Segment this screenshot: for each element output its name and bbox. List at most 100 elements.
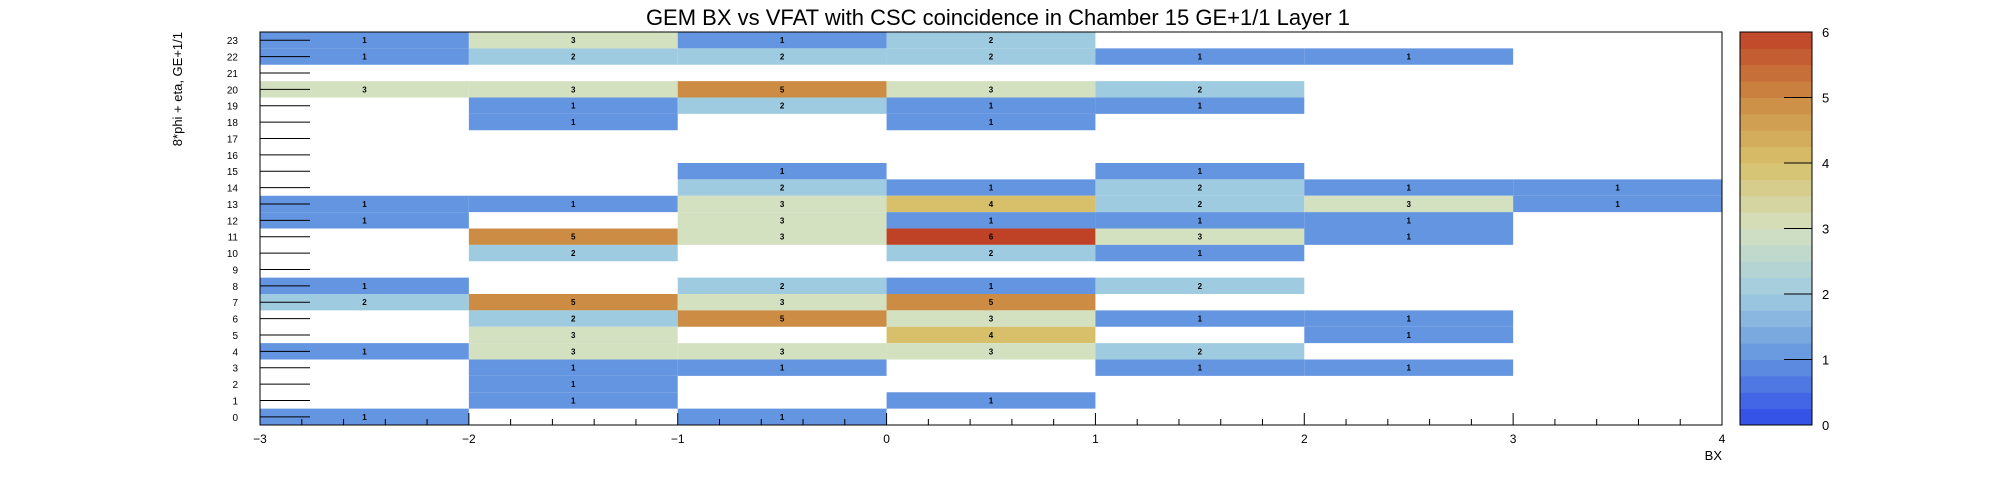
cell-value-label: 1 xyxy=(1198,315,1203,324)
colorbar-band xyxy=(1740,277,1812,295)
heatmap-cell xyxy=(260,81,469,98)
heatmap-cell xyxy=(886,48,1096,65)
cell-value-label: 3 xyxy=(989,347,994,356)
heatmap-cell xyxy=(886,113,1096,131)
plot-frame xyxy=(259,31,1723,426)
heatmap-cell xyxy=(1095,48,1305,65)
heatmap-cell xyxy=(886,244,1096,262)
cell-value-label: 1 xyxy=(1615,184,1620,193)
colorbar-band xyxy=(1740,408,1812,426)
heatmap-cell xyxy=(886,212,1096,229)
heatmap-cell xyxy=(677,277,887,294)
cell-value-label: 1 xyxy=(1406,331,1411,340)
cell-value-label: 1 xyxy=(571,364,576,373)
heatmap-cell xyxy=(677,408,887,425)
y-tick-label: 9 xyxy=(232,265,238,276)
colorbar-band xyxy=(1740,326,1812,344)
colorbar-band xyxy=(1740,359,1812,377)
cell-value-label: 2 xyxy=(989,36,994,45)
heatmap-cell xyxy=(1095,212,1305,229)
cell-value-label: 1 xyxy=(1406,364,1411,373)
chart-title: GEM BX vs VFAT with CSC coincidence in C… xyxy=(646,5,1350,30)
cell-value-label: 5 xyxy=(780,315,785,324)
heatmap-cell xyxy=(677,97,887,114)
heatmap-cell xyxy=(1095,277,1305,294)
cell-value-label: 1 xyxy=(1198,364,1203,373)
heatmap-cell xyxy=(1304,195,1514,213)
x-tick-label: 2 xyxy=(1301,432,1308,446)
cell-value-label: 1 xyxy=(780,36,785,45)
heatmap-cell xyxy=(1304,310,1514,327)
colorbar-band xyxy=(1740,48,1812,66)
heatmap-cell xyxy=(468,359,678,376)
heatmap-cell xyxy=(677,32,887,49)
plot-border xyxy=(259,31,1723,426)
colorbar-band xyxy=(1740,244,1812,262)
cell-value-label: 1 xyxy=(1406,184,1411,193)
cell-value-label: 1 xyxy=(362,36,367,45)
x-tick-label: 0 xyxy=(883,432,890,446)
x-axis-label: BX xyxy=(1705,448,1723,463)
heatmap-cell xyxy=(1513,195,1722,213)
cell-value-label: 1 xyxy=(1406,216,1411,225)
y-tick-label: 8 xyxy=(232,282,238,293)
heatmap-cell xyxy=(677,163,887,180)
cell-value-label: 2 xyxy=(1198,85,1203,94)
cell-value-label: 1 xyxy=(571,380,576,389)
heatmap-cell xyxy=(1304,179,1514,196)
cell-value-label: 2 xyxy=(1198,282,1203,291)
colorbar-band xyxy=(1740,392,1812,410)
colorbar-band xyxy=(1740,97,1812,115)
colorbar-band xyxy=(1740,294,1812,311)
x-tick-label: −3 xyxy=(253,432,267,446)
y-tick-label: 14 xyxy=(227,184,239,195)
cell-value-label: 1 xyxy=(1198,249,1203,258)
heatmap-cell xyxy=(677,212,887,229)
colorbar-tick-label: 0 xyxy=(1822,418,1829,433)
heatmap-cell xyxy=(1095,81,1305,98)
cell-value-label: 3 xyxy=(780,298,785,307)
heatmap-cell xyxy=(1095,343,1305,360)
colorbar-band xyxy=(1740,343,1812,360)
y-tick-label: 6 xyxy=(232,315,238,326)
cell-value-label: 2 xyxy=(571,53,576,62)
cell-value-label: 2 xyxy=(571,315,576,324)
cell-value-label: 1 xyxy=(989,396,994,405)
heatmap-cell xyxy=(468,326,678,344)
cell-value-label: 1 xyxy=(362,200,367,209)
colorbar-band xyxy=(1740,146,1812,164)
colorbar-band xyxy=(1740,113,1812,131)
heatmap-cell xyxy=(468,392,678,409)
y-tick-label: 21 xyxy=(227,69,239,80)
heatmap-cell xyxy=(468,48,678,65)
colorbar-tick-label: 6 xyxy=(1822,25,1829,40)
colorbar-band xyxy=(1740,179,1812,197)
colorbar: 0 1 2 3 4 5 6 xyxy=(1739,25,1829,433)
cell-value-label: 2 xyxy=(989,53,994,62)
cell-value-label: 6 xyxy=(989,233,994,242)
cell-value-label: 3 xyxy=(780,347,785,356)
y-tick-label: 3 xyxy=(232,364,238,375)
cell-value-label: 3 xyxy=(571,347,576,356)
y-tick-label: 19 xyxy=(227,102,239,113)
heatmap-cell xyxy=(260,408,469,425)
heatmap-cell xyxy=(1304,48,1514,65)
heatmap-cell xyxy=(677,343,887,360)
heatmap-cell xyxy=(677,359,887,376)
cell-value-label: 2 xyxy=(362,298,367,307)
cell-value-label: 1 xyxy=(1198,102,1203,111)
cell-value-label: 3 xyxy=(780,216,785,225)
cell-value-label: 1 xyxy=(780,413,785,422)
heatmap-cell xyxy=(886,195,1096,213)
heatmap-cell xyxy=(886,343,1096,360)
cell-value-label: 1 xyxy=(362,53,367,62)
cell-value-label: 4 xyxy=(989,331,994,340)
heatmap-cell xyxy=(677,81,887,98)
y-tick-label: 17 xyxy=(227,134,239,145)
cell-value-label: 3 xyxy=(571,85,576,94)
cell-value-label: 5 xyxy=(989,298,994,307)
heatmap-cell xyxy=(886,32,1096,49)
heatmap-cell xyxy=(1304,359,1514,376)
heatmap-cell xyxy=(886,392,1096,409)
